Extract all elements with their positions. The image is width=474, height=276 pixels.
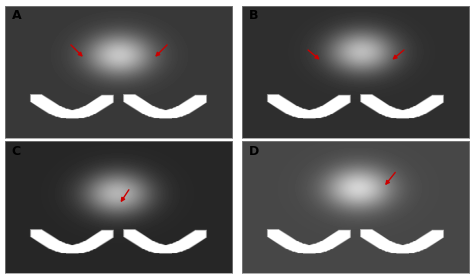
Text: C: C — [11, 145, 21, 158]
Text: A: A — [11, 9, 21, 23]
Text: B: B — [248, 9, 258, 23]
Text: D: D — [248, 145, 259, 158]
